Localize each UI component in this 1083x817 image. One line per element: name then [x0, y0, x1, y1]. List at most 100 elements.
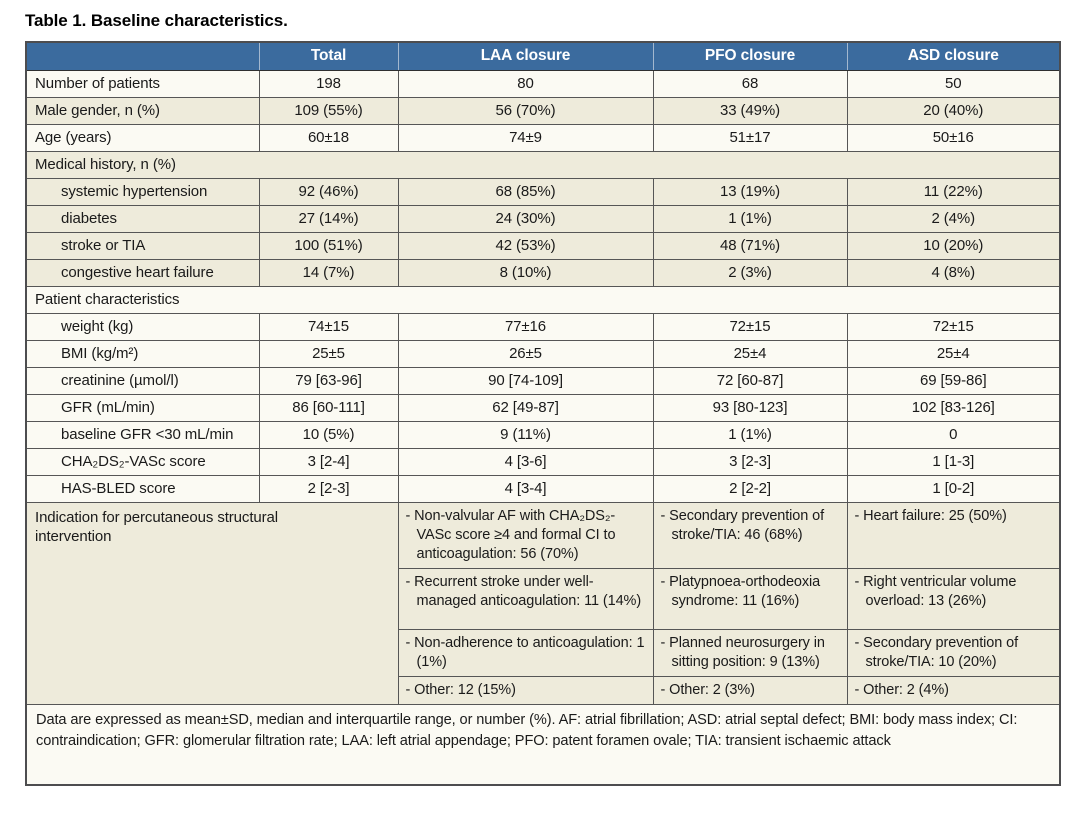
indication-pfo-4: - Other: 2 (3%) [652, 676, 848, 706]
row-label: Male gender, n (%) [25, 96, 260, 125]
cell-value: 92 (46%) [258, 177, 399, 206]
indication-row-1: Indication for percutaneous structural i… [25, 501, 1061, 706]
indication-row-3: - Non-adherence to anticoagulation: 1 (1… [26, 628, 1061, 678]
cell-value: 42 (53%) [397, 231, 654, 260]
table-row-stroke: stroke or TIA 100 (51%) 42 (53%) 48 (71%… [25, 231, 1061, 260]
indication-laa-2: - Recurrent stroke under well-managed an… [397, 567, 654, 630]
cell-value: 2 [2-2] [652, 474, 848, 503]
table-row-age: Age (years) 60±18 74±9 51±17 50±16 [25, 123, 1061, 152]
cell-value: 14 (7%) [258, 258, 399, 287]
section-row-medical-history: Medical history, n (%) [25, 150, 1061, 179]
row-label: Number of patients [25, 69, 260, 98]
cell-value: 3 [2-3] [652, 447, 848, 476]
cell-value: 4 (8%) [846, 258, 1061, 287]
cell-value: 79 [63-96] [258, 366, 399, 395]
cell-value: 93 [80-123] [652, 393, 848, 422]
cell-value: 0 [846, 420, 1061, 449]
cell-value: 25±4 [846, 339, 1061, 368]
cell-value: 74±9 [397, 123, 654, 152]
indication-laa-1: - Non-valvular AF with CHA₂DS₂-VASc scor… [397, 501, 654, 569]
cell-value: 60±18 [258, 123, 399, 152]
cell-value: 20 (40%) [846, 96, 1061, 125]
column-header-pfo: PFO closure [652, 41, 848, 71]
cell-value: 102 [83-126] [846, 393, 1061, 422]
cell-value: 198 [258, 69, 399, 98]
column-header-blank [25, 41, 260, 71]
cell-value: 24 (30%) [397, 204, 654, 233]
row-label: systemic hypertension [25, 177, 260, 206]
cell-value: 50±16 [846, 123, 1061, 152]
cell-value: 80 [397, 69, 654, 98]
cell-value: 1 (1%) [652, 204, 848, 233]
cell-value: 4 [3-4] [397, 474, 654, 503]
cell-value: 2 (4%) [846, 204, 1061, 233]
indication-pfo-3: - Planned neurosurgery in sitting positi… [652, 628, 848, 678]
row-label: Age (years) [25, 123, 260, 152]
indication-label: Indication for percutaneous structural i… [25, 501, 399, 706]
row-label: weight (kg) [25, 312, 260, 341]
cell-value: 100 (51%) [258, 231, 399, 260]
cell-value: 10 (5%) [258, 420, 399, 449]
table-row-chads-vasc: CHA₂DS₂-VASc score 3 [2-4] 4 [3-6] 3 [2-… [25, 447, 1061, 476]
table-row-chf: congestive heart failure 14 (7%) 8 (10%)… [25, 258, 1061, 287]
indication-row-4: - Other: 12 (15%) - Other: 2 (3%) - Othe… [26, 676, 1061, 706]
cell-value: 33 (49%) [652, 96, 848, 125]
cell-value: 48 (71%) [652, 231, 848, 260]
cell-value: 3 [2-4] [258, 447, 399, 476]
table-row-weight: weight (kg) 74±15 77±16 72±15 72±15 [25, 312, 1061, 341]
table-row-diabetes: diabetes 27 (14%) 24 (30%) 1 (1%) 2 (4%) [25, 204, 1061, 233]
cell-value: 68 [652, 69, 848, 98]
table-row-gfr: GFR (mL/min) 86 [60-111] 62 [49-87] 93 [… [25, 393, 1061, 422]
cell-value: 77±16 [397, 312, 654, 341]
cell-value: 25±5 [258, 339, 399, 368]
cell-value: 90 [74-109] [397, 366, 654, 395]
row-label: diabetes [25, 204, 260, 233]
row-label: congestive heart failure [25, 258, 260, 287]
indication-pfo-1: - Secondary prevention of stroke/TIA: 46… [652, 501, 848, 569]
cell-value: 11 (22%) [846, 177, 1061, 206]
cell-value: 51±17 [652, 123, 848, 152]
indication-row-2: - Recurrent stroke under well-managed an… [26, 567, 1061, 630]
cell-value: 1 (1%) [652, 420, 848, 449]
row-label: HAS-BLED score [25, 474, 260, 503]
cell-value: 4 [3-6] [397, 447, 654, 476]
cell-value: 56 (70%) [397, 96, 654, 125]
cell-value: 50 [846, 69, 1061, 98]
row-label: GFR (mL/min) [25, 393, 260, 422]
indication-laa-4: - Other: 12 (15%) [397, 676, 654, 706]
cell-value: 26±5 [397, 339, 654, 368]
table-row-hasbled: HAS-BLED score 2 [2-3] 4 [3-4] 2 [2-2] 1… [25, 474, 1061, 503]
header-row: Total LAA closure PFO closure ASD closur… [25, 41, 1061, 71]
cell-value: 72±15 [846, 312, 1061, 341]
cell-value: 1 [1-3] [846, 447, 1061, 476]
cell-value: 9 (11%) [397, 420, 654, 449]
cell-value: 2 [2-3] [258, 474, 399, 503]
table-title: Table 1. Baseline characteristics. [25, 11, 288, 30]
cell-value: 13 (19%) [652, 177, 848, 206]
cell-value: 72±15 [652, 312, 848, 341]
indication-pfo-2: - Platypnoea-orthodeoxia syndrome: 11 (1… [652, 567, 848, 630]
cell-value: 10 (20%) [846, 231, 1061, 260]
cell-value: 69 [59-86] [846, 366, 1061, 395]
row-label: baseline GFR <30 mL/min [25, 420, 260, 449]
table-row-bmi: BMI (kg/m²) 25±5 26±5 25±4 25±4 [25, 339, 1061, 368]
cell-value: 109 (55%) [258, 96, 399, 125]
cell-value: 86 [60-111] [258, 393, 399, 422]
section-header: Medical history, n (%) [25, 150, 1061, 179]
column-header-asd: ASD closure [846, 41, 1061, 71]
section-row-patient-characteristics: Patient characteristics [25, 285, 1061, 314]
baseline-characteristics-table: Total LAA closure PFO closure ASD closur… [25, 41, 1061, 786]
cell-value: 68 (85%) [397, 177, 654, 206]
row-label: creatinine (µmol/l) [25, 366, 260, 395]
indication-asd-2: - Right ventricular volume overload: 13 … [846, 567, 1061, 630]
table-row-gender: Male gender, n (%) 109 (55%) 56 (70%) 33… [25, 96, 1061, 125]
section-header: Patient characteristics [25, 285, 1061, 314]
cell-value: 8 (10%) [397, 258, 654, 287]
cell-value: 74±15 [258, 312, 399, 341]
indication-asd-1: - Heart failure: 25 (50%) [846, 501, 1061, 569]
table-row-creatinine: creatinine (µmol/l) 79 [63-96] 90 [74-10… [25, 366, 1061, 395]
column-header-total: Total [258, 41, 399, 71]
table-row-hypertension: systemic hypertension 92 (46%) 68 (85%) … [25, 177, 1061, 206]
indication-asd-3: - Secondary prevention of stroke/TIA: 10… [846, 628, 1061, 678]
indication-laa-3: - Non-adherence to anticoagulation: 1 (1… [397, 628, 654, 678]
